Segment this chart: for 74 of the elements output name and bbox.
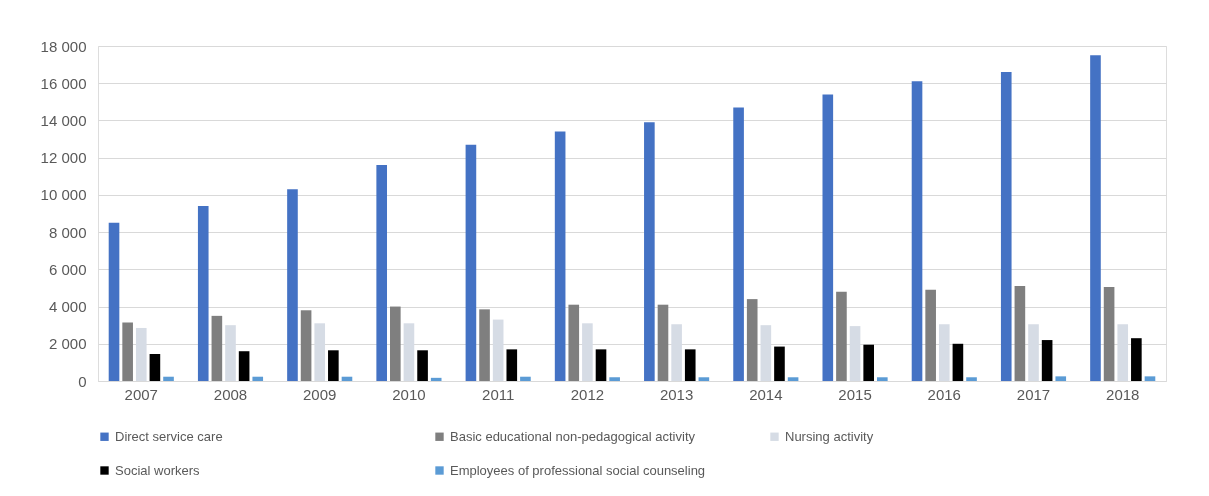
bar (238, 351, 250, 381)
bar (1103, 287, 1115, 381)
bar (465, 144, 477, 381)
bar (863, 344, 874, 381)
y-tick-label: 14 000 (40, 111, 87, 129)
bar (252, 376, 264, 381)
bar (376, 165, 387, 381)
bar (966, 377, 977, 381)
bar (122, 322, 133, 381)
x-tick-label: 2007 (124, 385, 158, 403)
legend-label: Social workers (115, 462, 201, 478)
bar (328, 350, 339, 381)
bar (911, 81, 923, 381)
bar (149, 354, 161, 381)
legend-label: Basic educational non-pedagogical activity (450, 428, 696, 444)
bar (417, 350, 428, 381)
bar (430, 377, 442, 381)
bar (787, 377, 799, 381)
bar (657, 304, 669, 381)
bar (595, 349, 607, 381)
legend-label: Direct service care (115, 428, 223, 444)
bar (211, 315, 223, 381)
x-tick-label: 2013 (659, 385, 694, 403)
bar (609, 377, 620, 381)
bar (554, 131, 566, 381)
x-tick-label: 2010 (392, 385, 426, 403)
bar (287, 189, 298, 381)
bar (746, 299, 758, 381)
bar (822, 94, 834, 381)
x-tick-label: 2016 (927, 385, 961, 403)
y-tick-label: 6 000 (48, 260, 87, 278)
bar (644, 122, 655, 381)
bar (1055, 376, 1067, 381)
x-tick-label: 2015 (838, 385, 872, 403)
y-tick-label: 4 000 (48, 298, 87, 316)
bar (108, 222, 120, 381)
bar (390, 306, 401, 381)
bar (163, 376, 174, 381)
x-tick-label: 2018 (1106, 385, 1140, 403)
bar (684, 349, 696, 381)
y-tick-label: 18 000 (40, 37, 87, 55)
bar (1014, 286, 1026, 381)
x-tick-label: 2008 (213, 385, 248, 403)
x-tick-label: 2014 (749, 385, 783, 403)
y-tick-label: 12 000 (40, 149, 87, 167)
y-tick-label: 2 000 (48, 335, 87, 353)
bar (1131, 338, 1142, 381)
y-tick-label: 8 000 (48, 223, 87, 241)
y-tick-label: 16 000 (40, 74, 87, 92)
x-tick-label: 2009 (303, 385, 337, 403)
y-tick-label: 10 000 (40, 186, 87, 204)
legend-label: Nursing activity (785, 428, 874, 444)
bar (1090, 55, 1101, 381)
x-tick-label: 2012 (570, 385, 605, 403)
bar (1144, 376, 1156, 381)
bar (733, 107, 744, 381)
x-tick-label: 2017 (1016, 385, 1051, 403)
bar (1041, 340, 1053, 381)
bar (300, 310, 312, 381)
bar (925, 289, 936, 381)
x-tick-label: 2011 (482, 385, 515, 403)
bar (479, 309, 490, 381)
bar (836, 291, 847, 381)
bar (520, 376, 531, 381)
bar (698, 377, 710, 381)
bar (877, 377, 888, 381)
bar (774, 346, 785, 381)
y-tick-label: 0 (78, 372, 87, 390)
legend-label: Employees of professional social counseling (450, 462, 706, 478)
bar (506, 349, 518, 381)
bar (197, 206, 209, 381)
bar (568, 304, 580, 381)
bar (952, 343, 964, 381)
bar (1000, 72, 1012, 381)
